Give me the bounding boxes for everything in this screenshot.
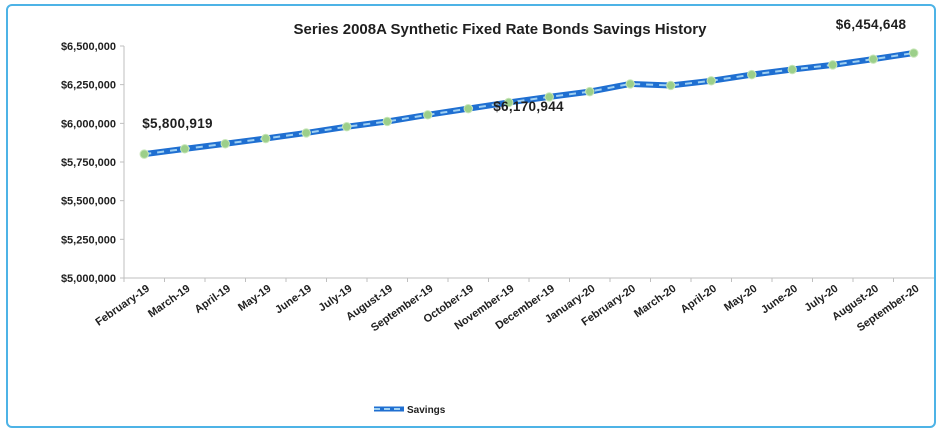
data-point-marker <box>747 69 757 80</box>
data-point-marker <box>220 139 230 149</box>
plot-area: $5,000,000 $5,250,000 $5,500,000 $5,750,000… <box>61 17 934 334</box>
x-tick-label: February-19 <box>93 283 151 329</box>
y-tick-label: $6,250,000 <box>61 80 116 92</box>
y-tick-label: $5,000,000 <box>61 273 116 285</box>
savings-series-line <box>141 50 917 158</box>
x-tick-label: June-19 <box>273 283 314 317</box>
data-label: $6,454,648 <box>836 17 907 32</box>
y-tick-label: $6,500,000 <box>61 41 116 53</box>
x-tick-label: April-20 <box>679 283 719 316</box>
data-point-marker <box>706 76 716 86</box>
data-point-marker <box>504 97 514 108</box>
data-point-marker <box>342 122 352 132</box>
chart-svg: Series 2008A Synthetic Fixed Rate Bonds … <box>61 17 934 416</box>
chart-frame: Series 2008A Synthetic Fixed Rate Bonds … <box>6 4 936 428</box>
data-point-marker <box>828 60 838 70</box>
data-point-marker <box>261 133 271 144</box>
data-point-marker <box>423 110 433 120</box>
data-point-marker <box>585 86 595 97</box>
x-tick-label: April-19 <box>193 283 233 316</box>
data-point-marker <box>787 64 797 75</box>
data-point-marker <box>139 149 149 159</box>
data-point-marker <box>301 128 311 138</box>
data-point-marker <box>463 103 473 114</box>
data-point-marker <box>625 79 635 89</box>
data-point-marker <box>666 80 676 91</box>
chart-title: Series 2008A Synthetic Fixed Rate Bonds … <box>294 21 708 38</box>
data-point-marker <box>382 116 392 127</box>
y-tick-label: $5,500,000 <box>61 196 116 208</box>
x-tick-label: March-19 <box>146 283 192 321</box>
data-point-marker <box>544 92 554 102</box>
data-point-marker <box>868 54 878 64</box>
x-tick-label: May-20 <box>722 283 759 314</box>
x-tick-label: June-20 <box>759 283 800 317</box>
legend-savings-label: Savings <box>407 405 446 416</box>
y-tick-label: $5,750,000 <box>61 157 116 169</box>
data-label: $6,170,944 <box>493 99 564 114</box>
legend: Savings <box>374 405 446 416</box>
data-point-marker <box>180 144 190 154</box>
data-label: $5,800,919 <box>142 116 213 131</box>
x-tick-label: May-19 <box>236 283 273 314</box>
x-tick-label: March-20 <box>632 283 678 321</box>
data-point-marker <box>909 48 919 58</box>
y-tick-label: $6,000,000 <box>61 118 116 130</box>
y-tick-label: $5,250,000 <box>61 234 116 246</box>
